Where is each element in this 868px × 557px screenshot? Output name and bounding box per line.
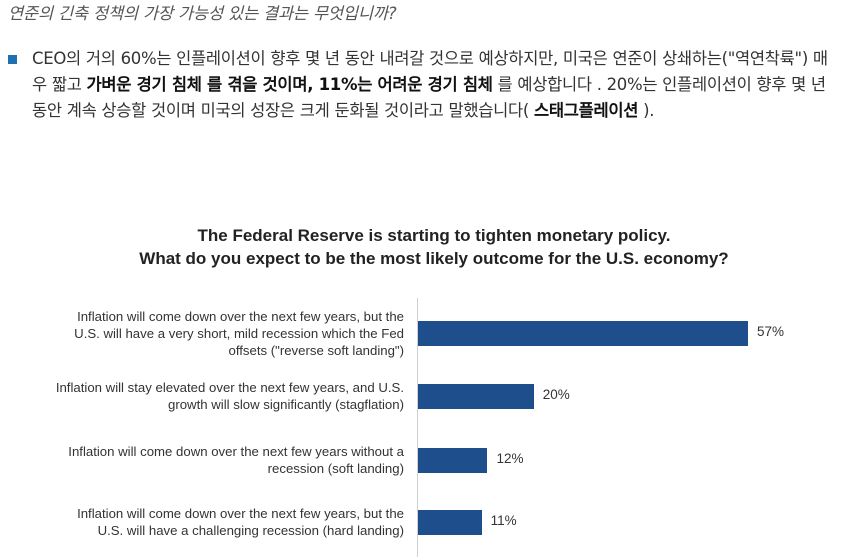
category-axis-line	[417, 298, 418, 557]
category-label-line: Inflation will come down over the next f…	[68, 444, 404, 459]
category-label-line: Inflation will come down over the next f…	[77, 308, 404, 324]
value-label: 20%	[542, 387, 570, 402]
summary-bullet: CEO의 거의 60%는 인플레이션이 향후 몇 년 동안 내려갈 것으로 예상…	[8, 46, 838, 124]
chart-title: The Federal Reserve is starting to tight…	[197, 226, 671, 245]
question-heading: 연준의 긴축 정책의 가장 가능성 있는 결과는 무엇입니까?	[8, 4, 397, 23]
category-label-line: U.S. will have a challenging recession (…	[97, 523, 404, 538]
summary-seg2: 를 예상합니다 . 20%는 인플레이션이 향후 몇 년 동안 계속 상승할 것…	[32, 75, 826, 120]
category-label-line: U.S. will have a very short, mild recess…	[74, 325, 404, 341]
bar	[418, 447, 488, 473]
summary-bold2: 스태그플레이션	[534, 101, 639, 120]
category-label: Inflation will come down over the next f…	[0, 308, 404, 359]
value-label: 12%	[496, 451, 524, 466]
category-label: Inflation will stay elevated over the ne…	[0, 379, 404, 413]
summary-bold1: 가벼운 경기 침체 를 겪을 것이며, 11%는 어려운 경기 침체	[86, 75, 493, 94]
summary-text: CEO의 거의 60%는 인플레이션이 향후 몇 년 동안 내려갈 것으로 예상…	[32, 46, 838, 124]
category-label-line: offsets ("reverse soft landing")	[228, 342, 404, 358]
bar	[418, 509, 482, 535]
bullet-marker	[8, 55, 17, 64]
category-label: Inflation will come down over the next f…	[0, 443, 404, 477]
category-label: Inflation will come down over the next f…	[0, 505, 404, 539]
category-label-line: Inflation will stay elevated over the ne…	[55, 380, 404, 395]
bar	[418, 383, 534, 409]
value-label: 57%	[757, 324, 785, 339]
category-label-line: recession (soft landing)	[267, 461, 404, 476]
chart-subtitle: What do you expect to be the most likely…	[139, 249, 729, 268]
value-label: 11%	[490, 513, 517, 528]
summary-seg1: CEO의 거의 60%는 인플레이션이 향후 몇 년 동안 내려갈 것으로 예상…	[32, 49, 828, 94]
bar	[418, 320, 748, 346]
category-label-line: Inflation will come down over the next f…	[77, 506, 404, 521]
summary-seg3: ).	[638, 101, 655, 120]
category-label-line: growth will slow significantly (stagflat…	[168, 397, 404, 412]
